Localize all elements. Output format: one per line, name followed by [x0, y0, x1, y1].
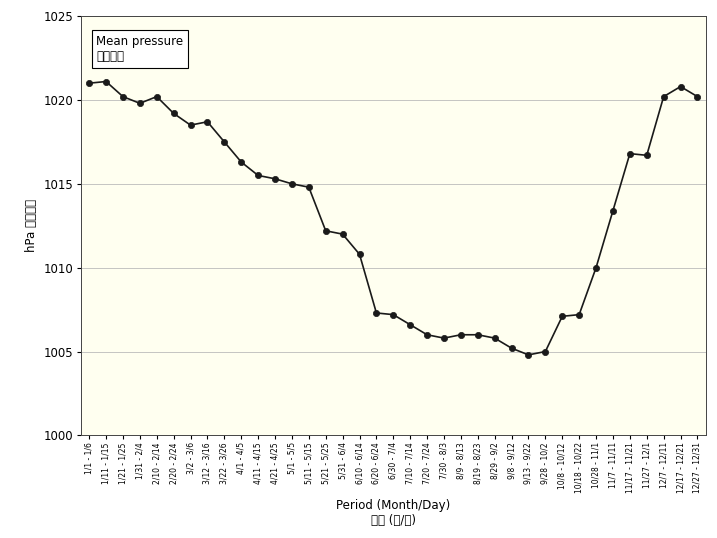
Text: Mean pressure
平均氣壓: Mean pressure 平均氣壓 [96, 35, 184, 63]
Y-axis label: hPa 百帕斯卡: hPa 百帕斯卡 [25, 199, 39, 252]
X-axis label: Period (Month/Day)
期間 (月/日): Period (Month/Day) 期間 (月/日) [336, 499, 450, 527]
